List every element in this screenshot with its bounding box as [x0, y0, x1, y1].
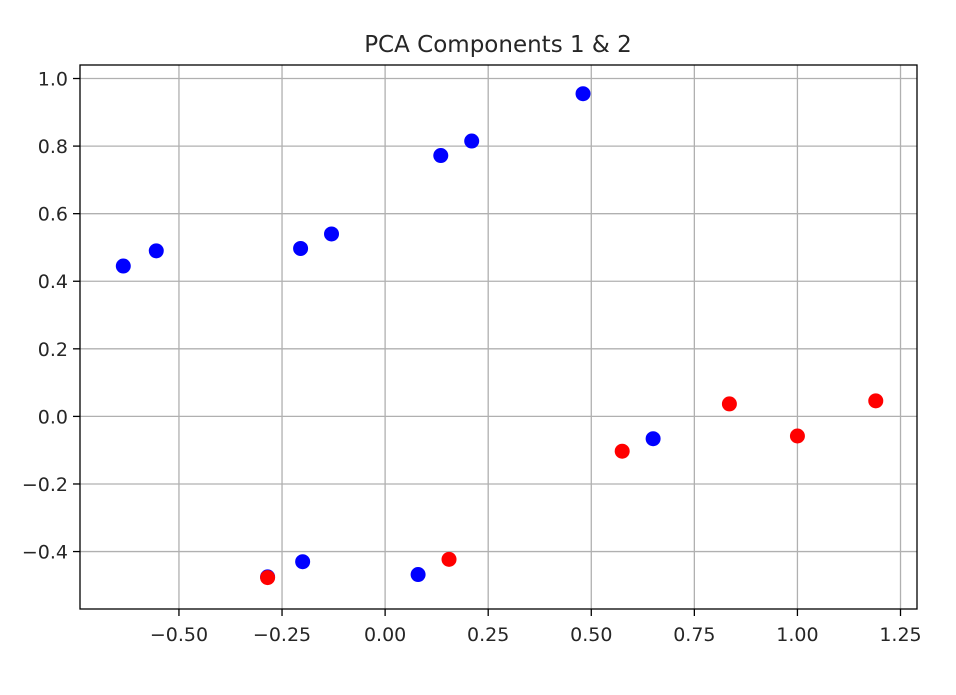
- y-tick-label: 0.6: [38, 204, 68, 226]
- y-tick-label: 0.2: [38, 339, 68, 361]
- y-tick-label: 0.4: [38, 271, 68, 293]
- grid-lines: [80, 65, 917, 609]
- red-point: [721, 396, 737, 412]
- blue-point: [464, 133, 480, 149]
- chart-title: PCA Components 1 & 2: [364, 32, 632, 58]
- red-point: [614, 443, 630, 459]
- y-tick-label: −0.4: [22, 542, 68, 564]
- scatter-points: [115, 86, 884, 586]
- x-tick-label: 1.00: [776, 624, 818, 646]
- blue-point: [433, 148, 449, 164]
- red-point: [789, 428, 805, 444]
- tick-labels: −0.50 −0.25 0.00 0.25 0.50 0.75 1.00 1.25 −0.4 −0…: [22, 69, 922, 646]
- blue-point: [575, 86, 591, 102]
- x-tick-label: 0.50: [570, 624, 612, 646]
- y-tick-label: 1.0: [38, 69, 68, 91]
- blue-point: [410, 567, 426, 583]
- plot-frame: [79, 64, 918, 610]
- blue-point: [295, 554, 311, 570]
- x-tick-label: −0.25: [253, 624, 311, 646]
- blue-point: [148, 243, 164, 259]
- blue-point: [293, 240, 309, 256]
- red-point: [868, 393, 884, 409]
- y-tick-label: 0.0: [38, 406, 68, 428]
- red-point: [441, 551, 457, 567]
- axis-ticks: [73, 77, 902, 616]
- x-tick-label: 0.75: [673, 624, 715, 646]
- blue-point: [324, 226, 340, 242]
- x-tick-label: 1.25: [879, 624, 921, 646]
- x-tick-label: 0.25: [467, 624, 509, 646]
- blue-point: [115, 258, 131, 274]
- y-tick-label: 0.8: [38, 136, 68, 158]
- blue-point: [645, 431, 661, 447]
- red-point: [260, 570, 276, 586]
- x-tick-label: −0.50: [150, 624, 208, 646]
- y-tick-label: −0.2: [22, 474, 68, 496]
- x-tick-label: 0.00: [364, 624, 406, 646]
